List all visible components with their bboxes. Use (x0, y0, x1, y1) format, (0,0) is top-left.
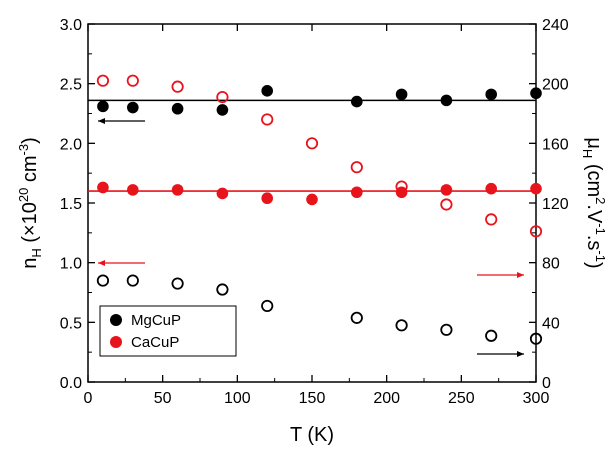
y-left-axis-title: nH (×1020 cm-3) (16, 137, 44, 269)
x-tick-label: 250 (448, 390, 475, 407)
data-point-mgcup-nh (127, 101, 139, 114)
y-left-title-rest: (×10 (19, 202, 41, 248)
data-point-mgcup-nh (216, 104, 229, 116)
y-right-tick-label: 160 (542, 136, 569, 153)
y-left-title-sup: 20 (16, 188, 31, 202)
y-right-title-mid2: .s (583, 235, 605, 251)
data-point-mgcup-muh (350, 311, 363, 324)
y-right-tick-label: 0 (542, 375, 551, 392)
data-point-mgcup-muh (96, 274, 110, 287)
y-right-tick-label: 120 (542, 196, 569, 213)
data-point-cacup-nh (171, 184, 184, 196)
y-right-tick-label: 200 (542, 77, 569, 94)
y-right-title-close: ) (583, 262, 605, 269)
reference-lines (88, 99, 536, 192)
y-right-title-sup3: -1 (593, 250, 608, 262)
y-left-title-close: ) (19, 137, 41, 144)
y-right-title-mid: .V (583, 204, 605, 224)
data-point-mgcup-nh (440, 94, 453, 107)
y-left-tick-label: 2.5 (60, 77, 82, 94)
legend-label-cacup: CaCuP (131, 334, 179, 351)
data-point-cacup-muh (305, 137, 319, 150)
data-point-cacup-nh (351, 186, 363, 199)
y-right-axis-title: μH (cm2.V-1.s-1) (580, 137, 608, 268)
axis-arrow-head (98, 260, 105, 266)
data-point-mgcup-muh (485, 329, 498, 342)
data-point-mgcup-muh (261, 299, 274, 313)
data-point-mgcup-nh (530, 87, 542, 100)
x-axis-title: T (K) (290, 424, 334, 446)
data-point-cacup-nh (97, 181, 109, 194)
data-point-mgcup-nh (485, 88, 498, 101)
y-right-title-sup2: -1 (593, 223, 608, 235)
data-point-cacup-muh (350, 161, 363, 174)
data-point-mgcup-muh (440, 323, 453, 336)
y-left-tick-label: 1.5 (60, 196, 82, 213)
data-point-cacup-muh (126, 74, 139, 87)
y-right-title-sub: H (580, 149, 595, 158)
axis-arrow-head (517, 272, 524, 278)
data-point-mgcup-nh (261, 85, 274, 97)
data-point-cacup-nh (306, 193, 318, 206)
legend-box (99, 305, 237, 357)
data-point-cacup-muh (485, 213, 498, 226)
data-point-mgcup-muh (529, 332, 543, 345)
data-point-mgcup-nh (97, 100, 109, 113)
data-point-mgcup-muh (395, 319, 408, 332)
x-tick-label: 200 (373, 390, 400, 407)
data-point-cacup-nh (216, 187, 229, 200)
data-point-cacup-nh (485, 182, 498, 195)
legend: MgCuP CaCuP (99, 305, 237, 357)
y-left-tick-label: 1.0 (60, 256, 82, 273)
data-point-cacup-muh (171, 80, 184, 93)
axis-arrow-head (517, 351, 524, 357)
data-point-cacup-muh (440, 198, 453, 211)
axis-arrows (98, 118, 524, 357)
data-point-cacup-nh (440, 184, 453, 196)
data-point-cacup-muh (96, 74, 110, 87)
data-point-cacup-muh (529, 225, 543, 238)
legend-label-mgcup: MgCuP (131, 312, 181, 329)
data-point-mgcup-nh (171, 102, 184, 115)
y-right-title-sup: 2 (593, 197, 608, 204)
y-left-title-main: n (19, 258, 41, 269)
y-left-tick-label: 0.0 (60, 375, 82, 392)
data-point-cacup-muh (216, 90, 229, 104)
data-point-mgcup-muh (216, 283, 229, 296)
y-right-tick-label: 240 (542, 17, 569, 34)
y-right-tick-label: 80 (542, 256, 560, 273)
axis-arrow-head (98, 118, 105, 124)
data-point-cacup-nh (530, 182, 542, 195)
data-point-mgcup-nh (351, 95, 363, 108)
legend-marker-cacup (110, 336, 122, 348)
x-tick-label: 100 (224, 390, 251, 407)
y-right-tick-label: 40 (542, 315, 560, 332)
x-tick-label: 300 (523, 390, 550, 407)
data-point-cacup-nh (261, 192, 274, 205)
x-tick-label: 150 (299, 390, 326, 407)
data-point-cacup-muh (261, 113, 274, 126)
y-left-tick-label: 0.5 (60, 315, 82, 332)
x-tick-label: 0 (84, 390, 93, 407)
data-point-cacup-nh (127, 184, 139, 196)
x-tick-label: 50 (154, 390, 172, 407)
data-point-mgcup-muh (171, 277, 184, 290)
y-left-title-sub: H (29, 248, 44, 257)
data-point-mgcup-nh (395, 88, 408, 101)
data-point-mgcup-muh (126, 274, 139, 287)
y-right-title-rest: (cm (583, 158, 605, 197)
y-left-title-sup2: -3 (16, 144, 31, 156)
legend-marker-mgcup (110, 314, 122, 326)
y-left-title-end: cm (19, 155, 41, 187)
y-left-tick-label: 2.0 (60, 136, 82, 153)
data-points (96, 74, 543, 345)
y-right-title-main: μ (583, 137, 605, 149)
data-point-cacup-muh (395, 180, 408, 193)
y-left-tick-label: 3.0 (60, 17, 82, 34)
axes-ticks: 0 50 100 150 200 250 300 0.0 0.5 1.0 1.5 2.0 2.5 3.0 0… (60, 17, 569, 407)
